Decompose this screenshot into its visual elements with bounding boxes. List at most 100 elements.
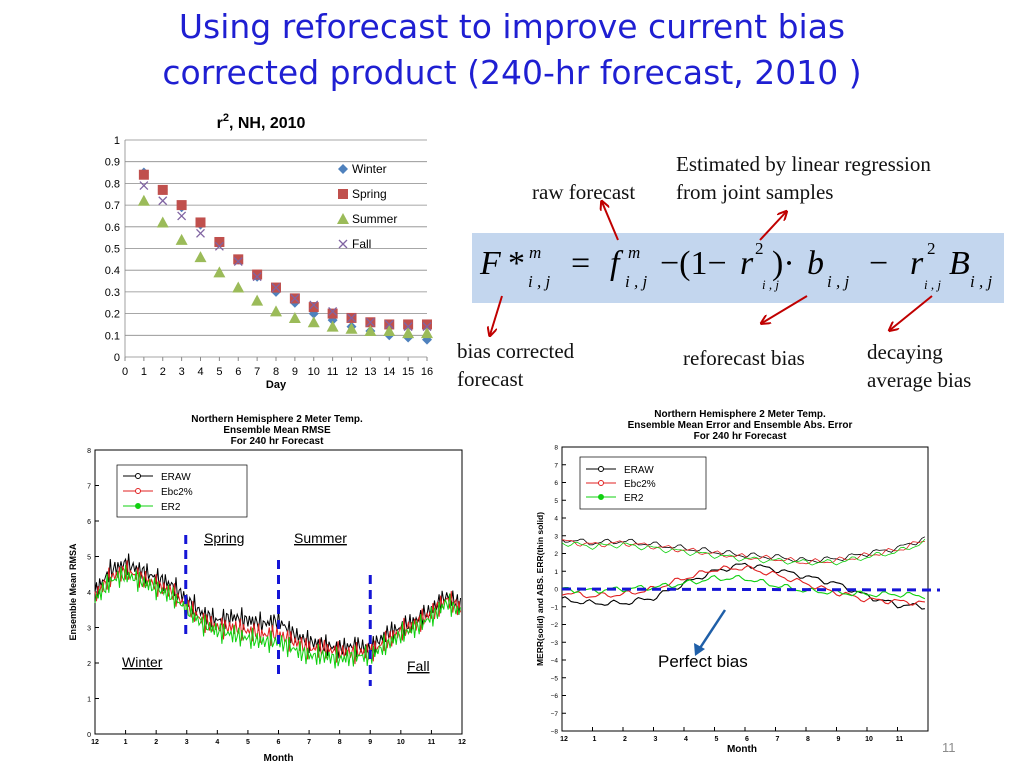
x-tick-label: 8 <box>806 736 810 743</box>
formula-r-2: r <box>910 245 924 282</box>
decaying-bias-label: decaying average bias <box>867 338 971 394</box>
decaying-line-1: decaying <box>867 340 943 364</box>
data-point-fall <box>233 257 243 266</box>
data-point-summer <box>288 311 301 323</box>
y-tick-label: 0.7 <box>105 200 120 212</box>
y-tick-label: 3 <box>554 533 558 540</box>
y-tick-label: −4 <box>551 658 559 665</box>
slide-title: Using reforecast to improve current bias… <box>0 4 1024 96</box>
y-tick-label: 8 <box>87 448 91 455</box>
x-tick-label: 5 <box>246 739 250 746</box>
data-point-summer <box>345 322 358 334</box>
formula-f: f <box>610 245 620 282</box>
data-point-summer <box>270 305 282 317</box>
x-tick-label: 12 <box>560 736 568 743</box>
legend-label: ERAW <box>624 465 654 476</box>
legend-label: Ebc2% <box>624 479 656 490</box>
formula-star: * <box>508 245 525 282</box>
y-tick-label: 1 <box>87 697 91 704</box>
legend-marker-fall <box>338 239 348 249</box>
data-point-spring <box>195 217 206 228</box>
x-tick-label: 3 <box>185 739 189 746</box>
y-tick-label: 1 <box>554 569 558 576</box>
legend-marker-winter <box>338 164 348 174</box>
data-point-summer <box>326 320 339 332</box>
y-axis-label: Ensemble Mean RMSA <box>68 543 78 641</box>
season-label-spring: Spring <box>204 530 244 546</box>
formula-ij-1: i , j <box>528 272 551 291</box>
formula-ij-2: i , j <box>625 272 648 291</box>
estimated-label: Estimated by linear regression from join… <box>676 150 931 206</box>
x-tick-label: 6 <box>235 366 241 378</box>
data-point-summer <box>251 294 264 306</box>
rmse-line-chart: Northern Hemisphere 2 Meter Temp.Ensembl… <box>68 414 466 764</box>
x-tick-label: 4 <box>197 366 203 378</box>
x-tick-label: 0 <box>122 366 128 378</box>
x-tick-label: 6 <box>277 739 281 746</box>
formula-ij-4: i , j <box>827 272 850 291</box>
data-point-spring <box>233 254 244 265</box>
y-tick-label: −2 <box>551 622 559 629</box>
series-line <box>561 574 926 600</box>
y-tick-label: 2 <box>87 661 91 668</box>
legend-marker <box>598 480 604 486</box>
perfect-bias-label: Perfect bias <box>658 652 748 671</box>
data-point-fall <box>290 293 300 303</box>
data-point-fall <box>158 196 168 206</box>
data-point-summer <box>175 233 188 245</box>
x-tick-label: 12 <box>91 739 99 746</box>
season-label-summer: Summer <box>294 530 347 546</box>
mean-error-line-chart: Northern Hemisphere 2 Meter Temp.Ensembl… <box>535 409 941 755</box>
season-label-winter: Winter <box>122 654 163 670</box>
x-tick-label: 2 <box>160 366 166 378</box>
x-tick-label: 4 <box>684 736 688 743</box>
y-tick-label: 0 <box>554 587 558 594</box>
formula-two-2: 2 <box>927 239 936 258</box>
legend-label-summer: Summer <box>352 212 397 226</box>
perfect-bias-arrow <box>698 609 727 649</box>
legend-marker <box>135 473 141 479</box>
data-point-fall <box>422 322 432 332</box>
x-tick-label: 1 <box>124 739 128 746</box>
y-tick-label: 0 <box>114 352 120 364</box>
y-tick-label: 0.1 <box>105 330 120 342</box>
x-tick-label: 11 <box>327 366 338 378</box>
y-tick-label: 7 <box>554 462 558 469</box>
y-tick-label: 4 <box>554 516 558 523</box>
chart-title-sup: 2 <box>223 112 229 124</box>
series-line-ebc2pct <box>94 560 461 665</box>
y-tick-label: 6 <box>554 480 558 487</box>
y-axis-label: MERR(solid) and ABS. ERR(thin solid) <box>535 512 545 666</box>
bias-correction-formula: F * m i , j = f m i , j −(1− r 2 i , j )… <box>472 233 1004 303</box>
formula-ij-5: i , j <box>924 277 941 292</box>
y-tick-label: 0.6 <box>105 222 120 234</box>
formula-m-2: m <box>628 243 641 262</box>
x-tick-label: 3 <box>654 736 658 743</box>
legend-marker <box>135 488 141 494</box>
bias-corrected-label: bias corrected forecast <box>457 337 574 393</box>
formula-B: B <box>949 245 970 282</box>
data-point-spring <box>138 169 149 180</box>
data-point-spring <box>308 302 319 313</box>
legend-marker <box>135 503 141 509</box>
y-tick-label: −3 <box>551 640 559 647</box>
y-tick-label: −5 <box>551 675 559 682</box>
formula-two-1: 2 <box>755 239 764 258</box>
data-point-summer <box>402 327 415 339</box>
y-tick-label: 0.3 <box>105 287 120 299</box>
chart-title-base: r <box>217 115 223 132</box>
chart-title-line: Ensemble Mean RMSE <box>223 425 331 436</box>
decaying-line-2: average bias <box>867 368 972 392</box>
formula-r-1: r <box>740 245 754 282</box>
data-point-fall <box>384 319 394 329</box>
data-point-fall <box>271 283 281 293</box>
formula-ij-6: i , j <box>970 272 993 291</box>
formula-minus: − <box>869 245 889 282</box>
data-point-spring <box>214 236 225 247</box>
x-tick-label: 6 <box>745 736 749 743</box>
x-tick-label: 12 <box>458 739 466 746</box>
x-tick-label: 13 <box>364 366 376 378</box>
y-tick-label: 2 <box>554 551 558 558</box>
season-label-fall: Fall <box>407 658 430 674</box>
formula-b: b <box>807 245 824 282</box>
